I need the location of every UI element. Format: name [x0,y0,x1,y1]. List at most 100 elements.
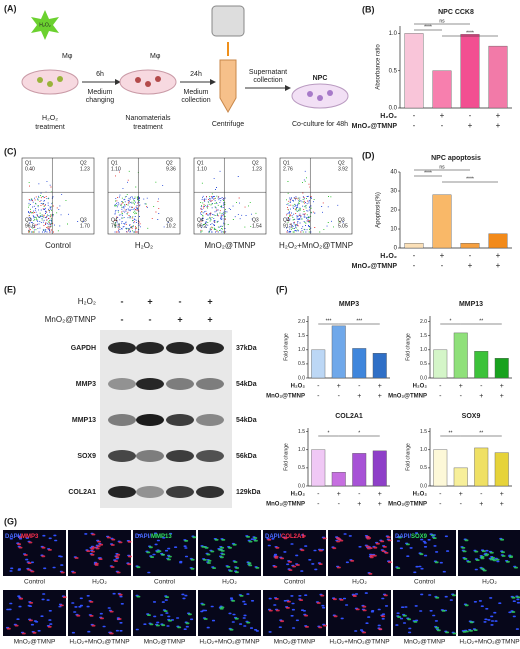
quadrant-value: 79.1 [111,223,121,229]
panel-label: (E) [4,284,16,294]
band [196,486,224,498]
bar [404,243,424,249]
condition-sign: - [338,393,341,400]
quadrant-value: 96.6 [25,223,35,229]
bar [352,453,367,487]
image-label: H₂O₂ [222,579,237,586]
marker: MMP13 [151,534,172,540]
flow-plot [21,157,95,235]
band [108,378,136,390]
condition-sign: - [413,111,416,120]
band [166,450,194,462]
condition-sign: - [441,261,444,270]
y-tick-label: 0 [394,246,398,252]
y-tick-label: 0.5 [298,361,305,367]
significance: * [450,318,452,324]
band [196,450,224,462]
quadrant-value: 1.23 [80,166,90,172]
image-label: H₂O₂ [352,579,367,586]
quadrant-name: Q4 [25,217,32,223]
condition-sign: + [468,121,473,130]
image-label: H₂O₂+MnO₂@TMNP [459,639,519,646]
panel-label: (A) [4,3,17,13]
y-tick-label: 0.5 [420,361,427,367]
band-name: MMP13 [72,417,96,424]
micrograph [68,530,131,576]
condition-sign: + [378,501,382,508]
condition-name: H₂O₂ [380,253,397,260]
condition-sign: + [500,393,504,400]
band [196,414,224,426]
y-axis-label: Fold change [405,443,411,471]
band-name: COL2A1 [68,489,96,496]
marker-signal [76,593,123,635]
image-label: MnO₂@TMNP [144,639,186,646]
nuclei [200,535,258,572]
condition-sign: + [459,383,463,390]
quadrant-name: Q1 [25,160,32,166]
treatment-name: MnO₂@TMNP [45,315,96,324]
flow-plot [279,157,353,235]
condition-sign: - [317,393,320,400]
event-dots [114,169,169,233]
band-size: 37kDa [236,345,257,352]
band-name: MMP3 [76,381,96,388]
flow-label: H₂O₂ [135,241,153,250]
band [166,414,194,426]
marker-signal [461,538,518,572]
y-tick-label: 2.0 [298,319,305,325]
condition-sign: + [357,501,361,508]
bar [488,45,508,109]
event-dots [200,182,257,233]
significance: *** [356,318,362,324]
step: changing [86,97,115,104]
arrowhead [115,79,121,85]
caption: Co-culture for 48h [292,121,348,128]
cell-label: Mφ [62,53,73,60]
flow-label: MnO₂@TMNP [204,241,255,250]
dapi: DAPI/ [5,534,21,540]
condition-sign: - [439,491,442,498]
condition-sign: - [317,491,320,498]
micrograph [3,530,66,576]
band-name: SOX9 [77,453,96,460]
condition-sign: + [500,501,504,508]
quadrant-value: 3.92 [338,166,348,172]
marker-signal [17,536,65,574]
y-tick-label: 1.5 [420,333,427,339]
quadrant-name: Q3 [80,217,87,223]
bar [404,33,424,109]
band-size: 56kDa [236,453,257,460]
treatment-sign: - [121,314,124,324]
band [136,486,164,498]
bar [460,243,480,249]
condition-sign: + [496,111,501,120]
quadrant-name: Q2 [252,160,259,166]
arrowhead [210,79,216,85]
nuclei [395,593,455,634]
y-axis-label: Fold change [283,443,289,471]
marker-signal [72,533,132,574]
cell [145,81,151,87]
condition-sign: - [358,383,361,390]
caption: Nanomaterials [125,115,171,122]
band-size: 129kDa [236,489,261,496]
condition-sign: + [479,393,483,400]
condition-sign: - [413,261,416,270]
y-axis-label: Absorbance ratio [376,44,382,90]
bar [331,325,346,379]
stain-label: DAPI/MMP13 [135,534,172,540]
cell-label: Mφ [150,53,161,60]
nuclei [200,593,259,632]
panel-label: (D) [362,150,375,160]
marker-signal [268,594,327,629]
condition-sign: + [459,491,463,498]
condition-sign: - [441,121,444,130]
step: collection [181,97,210,104]
marker-signal [267,535,327,571]
quadrant-value: 5.05 [338,223,348,229]
quadrant-value: 1.10 [197,166,207,172]
image-label: H₂O₂+MnO₂@TMNP [329,639,389,646]
band [136,342,164,354]
